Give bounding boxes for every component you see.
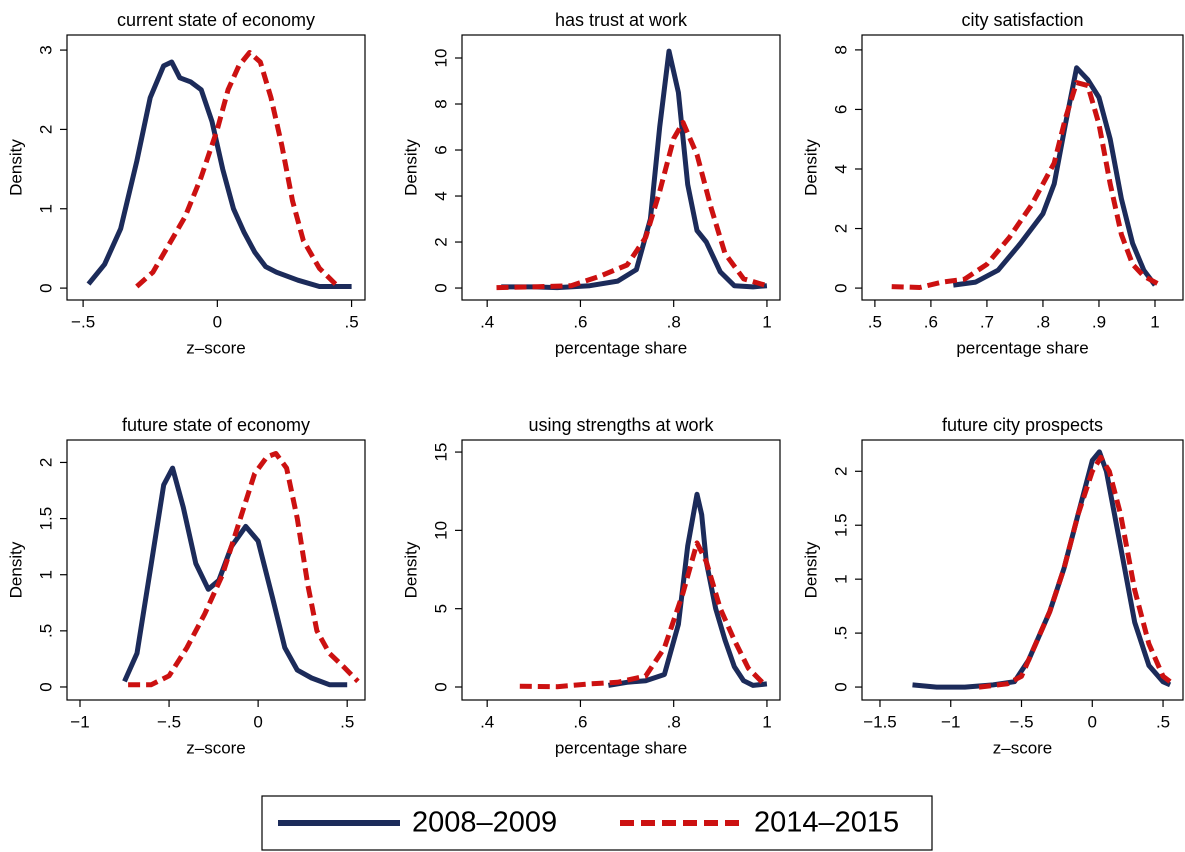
y-tick-label: 1.5: [36, 507, 55, 531]
x-axis-label: z–score: [993, 738, 1053, 757]
x-tick-label: 1: [762, 712, 771, 731]
x-tick-label: .8: [667, 312, 681, 331]
legend-label: 2008–2009: [412, 807, 557, 839]
x-tick-label: .9: [1092, 312, 1106, 331]
x-tick-label: .6: [924, 312, 938, 331]
x-axis-label: percentage share: [555, 738, 687, 757]
x-tick-label: .4: [480, 712, 494, 731]
x-tick-label: .5: [868, 312, 882, 331]
y-axis-label: Density: [401, 541, 420, 598]
plot-frame: [861, 34, 1184, 301]
y-tick-label: 2: [36, 458, 55, 467]
density-line: [135, 50, 338, 289]
x-axis-label: percentage share: [956, 338, 1088, 357]
x-tick-label: −.5: [71, 312, 95, 331]
y-tick-label: 0: [431, 682, 450, 691]
y-axis-label: Density: [401, 139, 420, 196]
x-tick-label: 1: [1150, 312, 1159, 331]
y-tick-label: 0: [831, 682, 850, 691]
panel-title: has trust at work: [555, 10, 688, 30]
y-tick-label: 0: [431, 283, 450, 292]
y-tick-label: .5: [831, 626, 850, 640]
y-tick-label: 10: [431, 49, 450, 68]
y-axis-label: Density: [801, 541, 820, 598]
density-line: [496, 119, 768, 291]
y-axis-label: Density: [6, 541, 25, 598]
x-tick-label: −.5: [1009, 712, 1033, 731]
legend-label: 2014–2015: [754, 807, 899, 839]
y-tick-label: 1: [831, 574, 850, 583]
y-tick-label: 2: [431, 237, 450, 246]
y-tick-label: 6: [831, 105, 850, 114]
y-tick-label: 15: [431, 443, 450, 462]
x-axis-label: z–score: [186, 738, 246, 757]
y-axis-label: Density: [6, 139, 25, 196]
plot-frame: [461, 439, 781, 701]
panel-title: future city prospects: [942, 415, 1103, 435]
density-line: [978, 454, 1176, 690]
density-line: [519, 540, 765, 690]
y-tick-label: .5: [36, 624, 55, 638]
y-tick-label: 3: [36, 45, 55, 54]
x-tick-label: −1: [941, 712, 960, 731]
x-tick-label: .6: [573, 712, 587, 731]
y-tick-label: 0: [36, 283, 55, 292]
x-tick-label: .5: [344, 312, 358, 331]
x-tick-label: .7: [980, 312, 994, 331]
x-tick-label: 1: [762, 312, 771, 331]
x-tick-label: .6: [573, 312, 587, 331]
y-tick-label: 2: [831, 224, 850, 233]
x-tick-label: .4: [480, 312, 494, 331]
panel-title: city satisfaction: [961, 10, 1083, 30]
panel-title: current state of economy: [117, 10, 315, 30]
x-axis-label: z–score: [186, 338, 246, 357]
plot-frame: [461, 34, 781, 301]
y-tick-label: 0: [831, 283, 850, 292]
y-tick-label: 1: [36, 204, 55, 213]
x-tick-label: 0: [213, 312, 222, 331]
density-line: [122, 465, 348, 688]
y-tick-label: 1: [36, 570, 55, 579]
density-line: [912, 449, 1172, 690]
y-tick-label: 2: [36, 125, 55, 134]
x-tick-label: .8: [667, 712, 681, 731]
x-tick-label: 0: [253, 712, 262, 731]
plot-frame: [66, 439, 366, 701]
density-line: [952, 65, 1157, 288]
x-tick-label: .5: [1156, 712, 1170, 731]
density-line: [607, 491, 768, 688]
y-tick-label: 8: [831, 45, 850, 54]
density-line: [501, 48, 768, 291]
density-line: [128, 451, 360, 688]
x-tick-label: −1: [70, 712, 89, 731]
x-tick-label: −1.5: [863, 712, 897, 731]
y-tick-label: 8: [431, 99, 450, 108]
y-tick-label: 6: [431, 145, 450, 154]
y-tick-label: 4: [831, 164, 850, 173]
x-axis-label: percentage share: [555, 338, 687, 357]
y-tick-label: 5: [431, 604, 450, 613]
legend-box: [261, 795, 933, 851]
x-tick-label: 0: [1088, 712, 1097, 731]
plot-frame: [66, 34, 366, 301]
plot-frame: [861, 439, 1184, 701]
x-tick-label: .5: [340, 712, 354, 731]
panel-title: future state of economy: [122, 415, 310, 435]
y-axis-label: Density: [801, 139, 820, 196]
x-tick-label: −.5: [157, 712, 181, 731]
panel-title: using strengths at work: [528, 415, 714, 435]
y-tick-label: 1.5: [831, 513, 850, 537]
y-tick-label: 0: [36, 682, 55, 691]
density-line: [86, 59, 352, 289]
y-tick-label: 10: [431, 521, 450, 540]
x-tick-label: .8: [1036, 312, 1050, 331]
y-tick-label: 4: [431, 191, 450, 200]
y-tick-label: 2: [831, 467, 850, 476]
